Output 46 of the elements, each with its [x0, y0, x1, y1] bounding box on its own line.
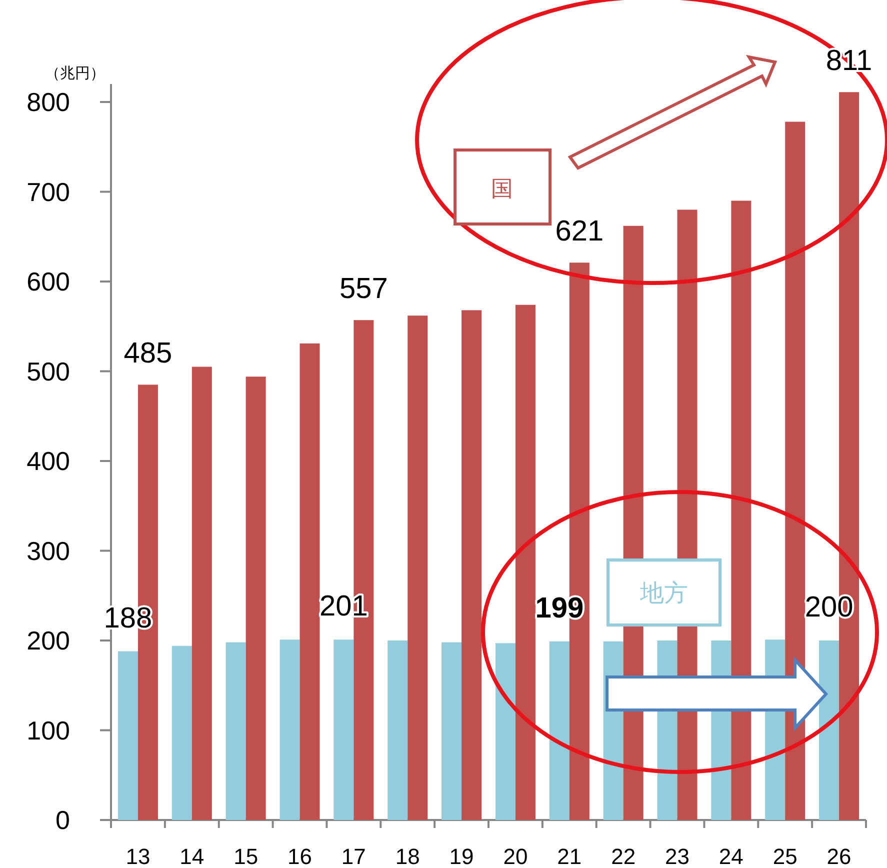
bar — [495, 643, 516, 820]
bar — [549, 641, 570, 820]
bar — [408, 316, 428, 820]
x-tick-label: 21 — [557, 844, 582, 868]
data-label: 557 — [339, 273, 388, 306]
x-tick-label: 18 — [395, 844, 420, 868]
bar — [192, 366, 212, 820]
y-tick-label: 300 — [26, 536, 70, 566]
bar — [280, 640, 300, 820]
bar — [334, 640, 354, 820]
bar — [442, 642, 462, 820]
y-tick-label: 800 — [26, 87, 70, 117]
series-label: 地方 — [639, 580, 688, 607]
bar — [300, 343, 320, 820]
y-tick-label: 600 — [26, 266, 70, 296]
y-tick-label: 100 — [26, 715, 70, 746]
bar — [462, 310, 482, 820]
x-tick-label: 22 — [611, 844, 636, 868]
x-tick-label: 24 — [718, 844, 744, 868]
x-tick-label: 13 — [126, 844, 150, 868]
bar — [819, 640, 840, 820]
y-tick-label: 500 — [26, 356, 70, 386]
x-tick-label: 26 — [826, 844, 852, 868]
x-tick-label: 16 — [288, 844, 312, 868]
bar — [731, 200, 752, 820]
x-tick-label: 20 — [503, 844, 528, 868]
y-tick-label: 0 — [56, 805, 70, 835]
bar — [515, 304, 536, 820]
text: 国 — [491, 176, 513, 201]
y-tick-label: 200 — [26, 626, 70, 656]
bar — [246, 376, 266, 820]
y-axis-title: （兆円） — [45, 65, 105, 82]
y-tick-label: 400 — [26, 446, 70, 476]
x-tick-label: 23 — [665, 844, 690, 868]
y-tick-label: 700 — [26, 176, 70, 207]
x-tick-label: 17 — [341, 844, 366, 868]
bar — [388, 640, 408, 820]
x-tick-label: 19 — [449, 844, 474, 868]
bar — [118, 651, 138, 820]
bar — [226, 642, 246, 820]
data-label: 485 — [124, 338, 172, 370]
bar — [172, 646, 192, 820]
x-tick-label: 15 — [234, 844, 258, 868]
x-tick-label: 25 — [772, 844, 798, 868]
data-label: 621 — [555, 216, 604, 248]
x-tick-label: 14 — [180, 844, 204, 868]
